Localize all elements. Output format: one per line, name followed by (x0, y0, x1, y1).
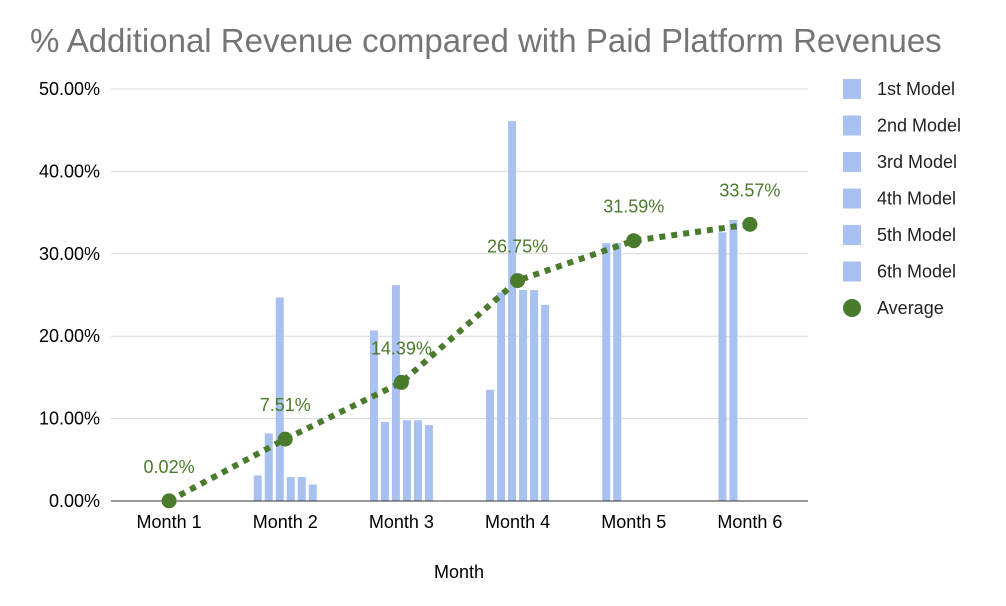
y-tick-label: 0.00% (49, 491, 100, 511)
bar-2-5 (613, 243, 622, 501)
y-tick-label: 40.00% (39, 161, 100, 181)
legend-swatch (843, 79, 861, 99)
average-data-label: 14.39% (371, 338, 432, 358)
x-tick-label: Month 6 (717, 512, 782, 532)
average-data-label: 33.57% (719, 180, 780, 200)
y-tick-label: 20.00% (39, 326, 100, 346)
average-point-4 (510, 273, 526, 289)
average-line (161, 216, 758, 509)
bar-6-3 (424, 425, 433, 501)
average-data-labels: 0.02% 7.51% 14.39% 26.75% 31.59% 33.57% (144, 180, 781, 476)
average-line-path (167, 221, 751, 504)
bar-1-6 (718, 232, 727, 501)
bar-5-2 (297, 477, 306, 501)
x-tick-label: Month 4 (485, 512, 550, 532)
bar-3-4 (508, 121, 517, 502)
bar-2-4 (497, 292, 506, 501)
average-data-label: 0.02% (144, 457, 195, 477)
average-data-label: 7.51% (260, 395, 311, 415)
legend-label: 6th Model (877, 262, 956, 282)
legend-swatch (843, 299, 861, 317)
bar-3-2 (275, 297, 284, 501)
bar-5-4 (530, 290, 539, 501)
bar-2-6 (729, 220, 738, 502)
y-axis-ticks: 0.00% 10.00% 20.00% 30.00% 40.00% 50.00% (39, 79, 100, 511)
x-axis-ticks: Month 1 Month 2 Month 3 Month 4 Month 5 Month… (137, 512, 783, 532)
legend-label: Average (877, 298, 944, 318)
legend-label: 1st Model (877, 79, 955, 99)
average-data-label: 31.59% (603, 197, 664, 217)
bar-4-4 (519, 290, 528, 501)
gridlines (111, 88, 808, 420)
bar-4-2 (286, 477, 295, 501)
bar-6-4 (541, 304, 550, 501)
bar-5-3 (413, 420, 422, 501)
x-axis-title: Month (434, 562, 484, 582)
legend-swatch (843, 261, 861, 282)
legend-label: 5th Model (877, 225, 956, 245)
x-tick-label: Month 3 (369, 512, 434, 532)
chart-title: % Additional Revenue compared with Paid … (30, 22, 942, 59)
legend-swatch (843, 115, 861, 136)
x-tick-label: Month 1 (137, 512, 202, 532)
x-tick-label: Month 5 (601, 512, 666, 532)
bar-1-2 (253, 475, 262, 501)
average-point-3 (393, 374, 409, 390)
bar-2-2 (264, 433, 273, 501)
bar-3-3 (391, 285, 400, 501)
legend-swatch (843, 152, 861, 172)
average-point-5 (626, 233, 642, 249)
legend-swatch (843, 188, 861, 209)
average-point-6 (742, 216, 758, 232)
average-point-2 (277, 431, 293, 447)
bar-1-3 (369, 330, 378, 501)
bar-4-3 (402, 420, 411, 501)
legend-label: 3rd Model (877, 152, 957, 172)
average-point-1 (161, 493, 177, 509)
legend-label: 4th Model (877, 189, 956, 209)
bar-2-3 (380, 421, 389, 501)
legend-label: 2nd Model (877, 116, 961, 136)
bar-series (253, 121, 738, 502)
bar-1-4 (486, 389, 495, 501)
y-tick-label: 50.00% (39, 79, 100, 99)
x-tick-label: Month 2 (253, 512, 318, 532)
legend-swatch (843, 225, 861, 245)
y-tick-label: 10.00% (39, 409, 100, 429)
legend: 1st Model 2nd Model 3rd Model 4th Model 5th … (843, 79, 961, 318)
average-data-label: 26.75% (487, 237, 548, 257)
y-tick-label: 30.00% (39, 244, 100, 264)
bar-1-5 (602, 243, 611, 501)
bar-6-2 (308, 484, 317, 501)
